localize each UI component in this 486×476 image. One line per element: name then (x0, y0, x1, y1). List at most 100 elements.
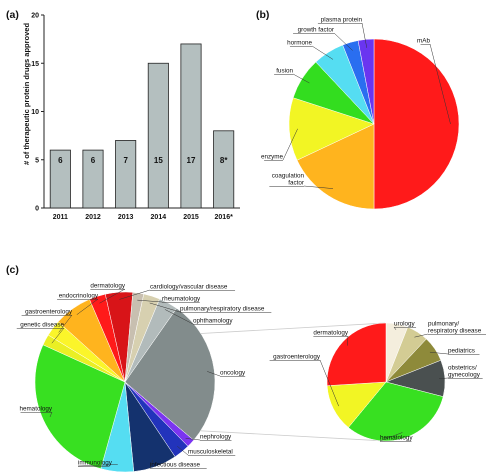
panel-c-main-leader-line (149, 459, 154, 469)
panel-b-slices (288, 38, 460, 210)
panel-a-x-tick-label: 2013 (118, 214, 134, 221)
panel-c-main-leader-line (99, 288, 126, 304)
panel-c-main-label-ophthamology: ophthamology (193, 318, 233, 325)
panel-c-main-leader-line (207, 371, 221, 377)
panel-c-main-label-musculoskeletal: musculoskeletal (188, 449, 233, 456)
panel-b-leader-line (429, 43, 451, 125)
panel-a-chart: (a) # of therapeutic protein drugs appro… (6, 9, 240, 221)
panel-b-slice-coagulation-factor (296, 123, 375, 210)
panel-b-slice-plasma-protein (357, 38, 375, 125)
panel-a-bar-2014 (147, 62, 169, 209)
panel-c-main-slice-hematology (34, 344, 126, 469)
panel-c-main-label-gastroenterology: gastroenterology (25, 309, 73, 316)
panel-c-inset-label-pulmonary-respiratory-disease: respiratory disease (428, 328, 482, 335)
panel-c-main-leader-line (77, 464, 118, 467)
panel-a-bar-2016 (213, 130, 235, 209)
panel-a-y-tick-label: 20 (31, 13, 39, 20)
panel-b-slice-enzyme (288, 97, 375, 161)
panel-a-bars: 6 6 7 15 17 8* (49, 43, 235, 209)
panel-a-bar-2013 (115, 140, 137, 209)
panel-a-y-tick-label: 0 (35, 206, 39, 213)
panel-c-main-leader-line (177, 446, 189, 456)
panel-c-main-slice-ophthamology (124, 298, 177, 383)
panel-a-y-axis-label: # of therapeutic protein drugs approved (22, 23, 31, 166)
panel-c-inset-label-obstetrics-gynecology: gynecology (448, 372, 481, 379)
panel-a-x-tick-label: 2015 (183, 214, 199, 221)
panel-c-inset-leader-line (429, 351, 449, 355)
panel-c-inset-label-urology: urology (394, 321, 416, 328)
panel-b-label-coagulation-factor: factor (288, 180, 304, 187)
panel-c-main-leader-line (49, 411, 53, 418)
panel-a-label: (a) (6, 9, 19, 21)
panel-a-axes: 0 5 10 15 20 2011 2012 2013 2014 2015 2016* (31, 13, 240, 221)
panel-b-label: (b) (256, 9, 269, 21)
panel-c-main-label-endocrinology: endocrinology (59, 293, 99, 300)
panel-c-main-label-nephrology: nephrology (200, 434, 232, 441)
panel-b-leader-line (311, 45, 334, 60)
panel-c-inset-leader-line (319, 359, 339, 407)
panel-c-chart: (c) oncology nephrology musculoskeletal inf… (6, 264, 486, 473)
panel-c-inset-slice-labels: urology pulmonary/respiratory disease pedi… (269, 321, 486, 442)
panel-b-leader-line (282, 128, 298, 161)
panel-b-label-coagulation-factor: coagulation (272, 173, 305, 180)
panel-c-label: (c) (6, 264, 19, 276)
panel-a-bar-2012 (82, 149, 104, 209)
panel-b-slice-mab (373, 38, 460, 210)
panel-c-inset-label-dermatology: dermatology (313, 330, 349, 337)
panel-a-bar-value-label: 6 (91, 156, 96, 165)
panel-b-leader-line (303, 185, 334, 189)
panel-c-main-label-dermatology: dermatology (90, 283, 126, 290)
panel-c-inset-leader-line (414, 333, 429, 338)
panel-c-main-leader-line (164, 309, 194, 325)
panel-c-main-slice-labels: oncology nephrology musculoskeletal infecti… (16, 283, 272, 469)
panel-c-main-label-hematology: hematology (19, 406, 52, 413)
panel-c-inset-label-pulmonary-respiratory-disease: pulmonary/ (428, 321, 459, 328)
panel-a-bar-2015 (180, 43, 202, 209)
panel-c-inset-label-obstetrics-gynecology: obstetrics/ (448, 365, 477, 372)
panel-c-inset-leader-line (379, 432, 403, 442)
panel-a-bar-value-label: 17 (187, 156, 196, 165)
panel-c-inset-label-hematology: hematology (380, 435, 413, 442)
panel-a-x-tick-label: 2012 (85, 214, 101, 221)
panel-a-bar-value-label: 15 (154, 156, 163, 165)
panel-c-main-leader-line (149, 302, 181, 313)
panel-c-main-leader-line (137, 299, 163, 303)
panel-b-label-mab: mAb (417, 38, 430, 45)
panel-c-main-label-cardiology-vascular-disease: cardiology/vascular disease (150, 284, 228, 291)
panel-b-leader-line (292, 73, 310, 84)
panel-c-inset-leader-line (438, 377, 449, 379)
panel-a-x-tick-label: 2016* (215, 214, 234, 221)
panel-c-main-leader-line (51, 327, 65, 344)
panel-a-bar-value-label: 7 (123, 156, 128, 165)
panel-b-leader-line (361, 22, 368, 48)
panel-b-label-growth-factor: growth factor (298, 27, 334, 34)
panel-a-bar-value-label: 6 (58, 156, 63, 165)
panel-c-inset-leader-line (347, 335, 349, 346)
panel-b-label-enzyme: enzyme (261, 154, 284, 161)
panel-c-main-leader-line (119, 289, 151, 300)
panel-c-inset-label-pediatrics: pediatrics (448, 348, 475, 355)
panel-c-main-slice-oncology (124, 307, 216, 441)
panel-c-main-slices (34, 291, 216, 473)
panel-c-main-label-rheumatology: rheumatology (162, 296, 201, 303)
panel-b-label-fusion: fusion (276, 68, 293, 75)
panel-c-inset-slice-hematology (348, 381, 444, 442)
panel-b-label-hormone: hormone (287, 40, 312, 47)
panel-c-inset-slices (326, 322, 446, 442)
panel-c-main-leader-line (76, 298, 99, 315)
panel-c-main-label-oncology: oncology (220, 370, 246, 377)
panel-c-main-leader-line (58, 314, 73, 333)
panel-a-x-tick-label: 2014 (151, 214, 167, 221)
panel-a-y-tick-label: 10 (31, 109, 39, 116)
panel-b-label-plasma-protein: plasma protein (321, 17, 363, 24)
panel-a-x-tick-label: 2011 (53, 214, 68, 221)
panel-c-main-label-infectious-disease: infectious disease (150, 462, 201, 469)
panel-c-main-label-immunology: immunology (78, 460, 113, 467)
panel-c-inset-label-gastroenterology: gastroenterology (273, 354, 321, 361)
panel-c-main-label-genetic-disease: genetic disease (20, 322, 64, 329)
panel-c-main-label-pulmonary-respiratory-disease: pulmonary/respiratory disease (180, 306, 265, 313)
panel-b-leader-line (333, 32, 353, 51)
